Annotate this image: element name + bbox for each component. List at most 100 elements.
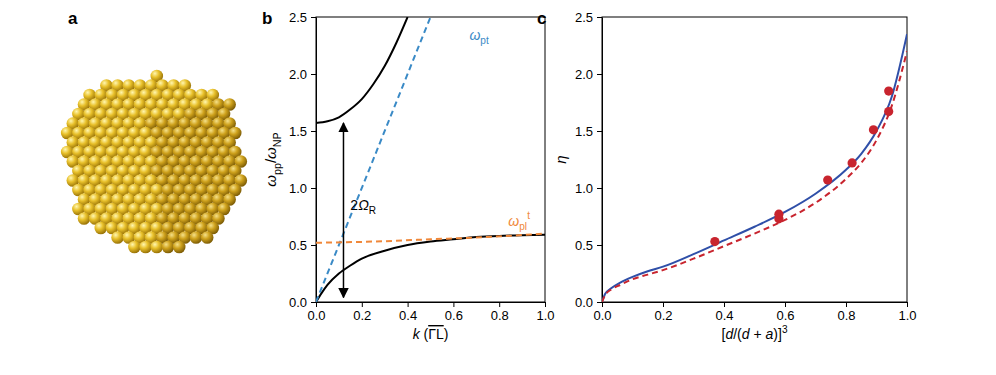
text-part: pp xyxy=(271,163,283,175)
text-part: ω xyxy=(262,147,279,159)
y-tick-label: 1.0 xyxy=(575,181,593,196)
data-point xyxy=(884,87,893,96)
text-part: 2 xyxy=(350,197,358,213)
annotation-arrow xyxy=(343,123,345,297)
y-tick: 2.5 xyxy=(575,10,602,25)
text-part: /( xyxy=(733,326,742,342)
x-tick-label: 0.6 xyxy=(776,308,794,323)
y-axis-title: ωpp/ωNP xyxy=(262,132,283,187)
text-part: t xyxy=(527,210,530,221)
y-tick: 1.0 xyxy=(575,181,602,196)
x-tick-label: 0.4 xyxy=(399,308,417,323)
y-tick: 0.5 xyxy=(289,238,316,253)
text-part: η xyxy=(552,155,569,163)
y-tick-label: 0.0 xyxy=(289,295,307,310)
annotation: 2ΩR xyxy=(350,197,376,216)
y-axis: 0.0 0.5 1.0 1.5 2.0 2.5 xyxy=(289,10,317,310)
y-tick-label: 1.5 xyxy=(575,124,593,139)
y-tick-mark xyxy=(311,302,316,303)
text-part: a xyxy=(766,326,774,342)
panel-label: c xyxy=(537,9,546,28)
sphere xyxy=(201,231,214,244)
data-point xyxy=(884,107,893,116)
y-tick-mark xyxy=(311,245,316,246)
x-tick: 1.0 xyxy=(898,302,916,323)
sphere xyxy=(151,241,164,254)
y-tick-mark xyxy=(311,131,316,132)
data-line xyxy=(602,34,907,302)
x-tick: 0.0 xyxy=(307,302,325,323)
y-tick: 0.0 xyxy=(289,295,316,310)
annotations: ωptωplt2ΩR xyxy=(343,27,530,298)
x-tick-mark xyxy=(602,302,603,307)
y-tick-label: 1.5 xyxy=(289,124,307,139)
x-tick: 0.0 xyxy=(593,302,611,323)
x-tick-label: 0.2 xyxy=(654,308,672,323)
y-tick-mark xyxy=(597,131,602,132)
x-axis-title: k (ΓL) xyxy=(413,326,449,342)
text-part: + xyxy=(750,326,766,342)
x-tick: 0.4 xyxy=(715,302,733,323)
x-tick-mark xyxy=(362,302,363,307)
x-tick-mark xyxy=(785,302,786,307)
y-tick: 2.5 xyxy=(289,10,316,25)
annotation: ωpt xyxy=(469,27,489,46)
x-tick-label: 1.0 xyxy=(898,308,916,323)
x-tick-label: 0.8 xyxy=(491,308,509,323)
text-part: 3 xyxy=(782,324,788,335)
y-tick-mark xyxy=(597,302,602,303)
figure: a b 0.0 0.2 0.4 0.6 0.8 1.0 0.0 0.5 1.0 1.5 2.0 2.5 k … xyxy=(0,0,996,375)
x-axis: 0.0 0.2 0.4 0.6 0.8 1.0 xyxy=(307,302,554,323)
text-part: ΓL xyxy=(428,326,444,342)
panel-label: a xyxy=(68,9,78,28)
y-tick-label: 2.5 xyxy=(575,10,593,25)
annotation: ωplt xyxy=(508,210,530,232)
text-part: ω xyxy=(469,27,480,43)
x-tick: 0.2 xyxy=(353,302,371,323)
text-part: pt xyxy=(480,35,489,46)
y-tick: 0.0 xyxy=(575,295,602,310)
x-tick-mark xyxy=(846,302,847,307)
y-tick: 0.5 xyxy=(575,238,602,253)
x-tick: 0.6 xyxy=(445,302,463,323)
y-tick-mark xyxy=(597,188,602,189)
x-tick-mark xyxy=(453,302,454,307)
x-tick: 0.6 xyxy=(776,302,794,323)
text-part: )] xyxy=(773,326,782,342)
y-tick-mark xyxy=(597,17,602,18)
sphere xyxy=(139,241,152,254)
plot-frame xyxy=(602,17,907,302)
y-tick: 2.0 xyxy=(289,67,316,82)
x-tick: 0.8 xyxy=(837,302,855,323)
x-tick-label: 0.0 xyxy=(593,308,611,323)
x-tick-label: 1.0 xyxy=(536,308,554,323)
y-tick-label: 0.5 xyxy=(575,238,593,253)
sphere xyxy=(162,241,175,254)
y-tick-mark xyxy=(597,245,602,246)
x-tick: 0.2 xyxy=(654,302,672,323)
sphere xyxy=(95,222,108,235)
data-line xyxy=(316,235,545,302)
y-tick-label: 2.5 xyxy=(289,10,307,25)
data-line xyxy=(316,234,545,243)
text-part: R xyxy=(369,205,376,216)
text-part: pl xyxy=(519,221,527,232)
x-tick-label: 0.2 xyxy=(353,308,371,323)
text-part: NP xyxy=(271,132,283,147)
data-point xyxy=(823,175,832,184)
data-line xyxy=(316,17,408,123)
x-tick: 0.4 xyxy=(399,302,417,323)
x-tick-mark xyxy=(907,302,908,307)
y-tick: 1.5 xyxy=(289,124,316,139)
y-tick-label: 0.5 xyxy=(289,238,307,253)
y-tick-label: 1.0 xyxy=(289,181,307,196)
plot-area xyxy=(316,17,545,302)
panel-label: b xyxy=(262,9,272,28)
x-tick-label: 0.4 xyxy=(715,308,733,323)
y-tick: 1.0 xyxy=(289,181,316,196)
y-axis: 0.0 0.5 1.0 1.5 2.0 2.5 xyxy=(575,10,603,310)
x-tick-mark xyxy=(499,302,500,307)
x-tick-mark xyxy=(663,302,664,307)
y-tick: 2.0 xyxy=(575,67,602,82)
x-axis: 0.0 0.2 0.4 0.6 0.8 1.0 xyxy=(593,302,916,323)
